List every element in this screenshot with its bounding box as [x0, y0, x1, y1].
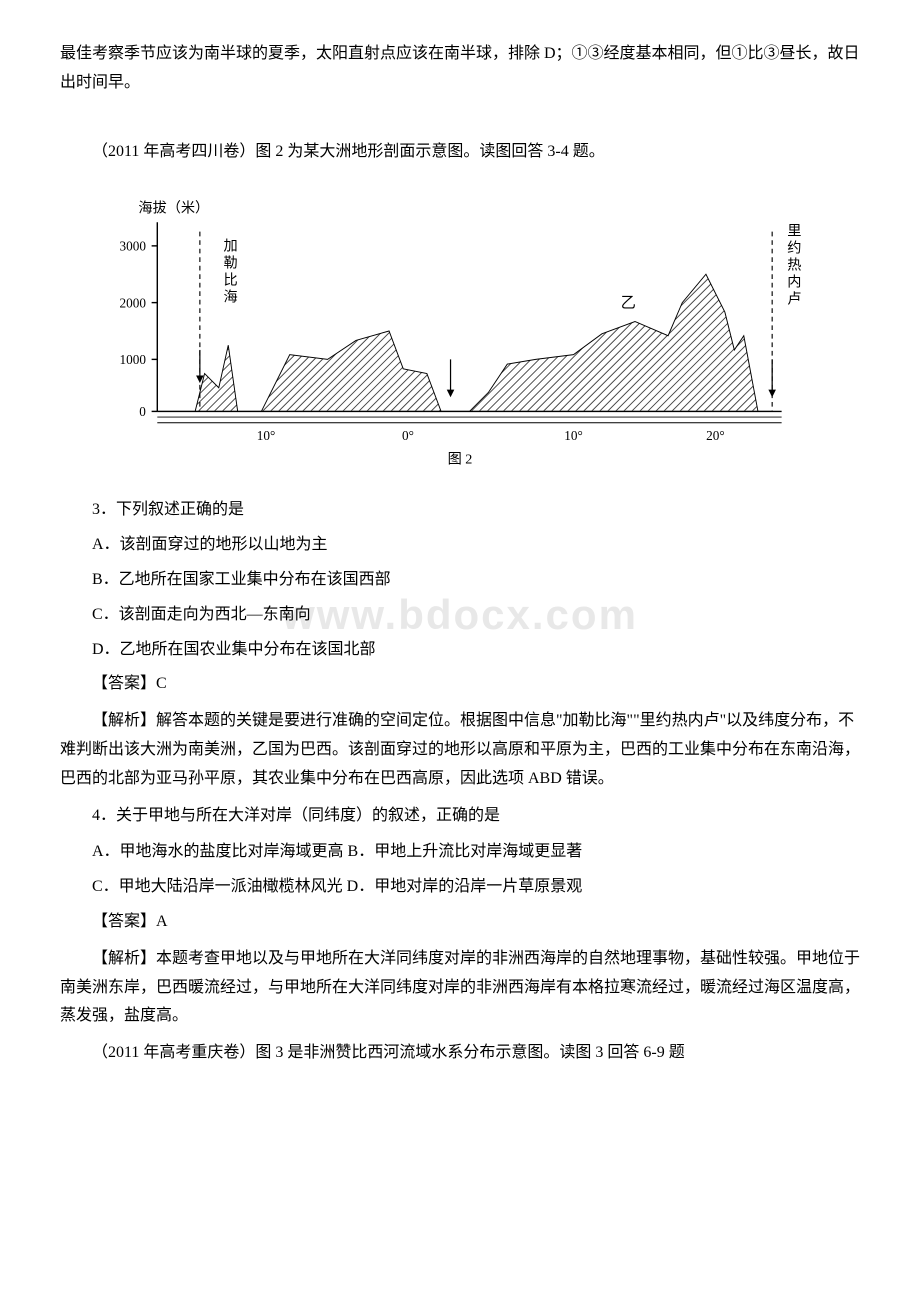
terrain-polygon: [157, 275, 772, 412]
terrain-profile-chart: 海拔（米） 0 1000 2000 3000 加 勒 比 海: [110, 186, 810, 481]
left-label-l3: 比: [224, 273, 238, 289]
figure-label: 图 2: [448, 452, 473, 468]
q3-option-c: C．该剖面走向为西北—东南向: [60, 601, 860, 630]
q3-stem: 3．下列叙述正确的是: [60, 496, 860, 525]
q69-stem: （2011 年高考重庆卷）图 3 是非洲赞比西河流域水系分布示意图。读图 3 回…: [60, 1039, 860, 1068]
q4-explanation: 【解析】本题考查甲地以及与甲地所在大洋同纬度对岸的非洲西海岸的自然地理事物，基础…: [60, 945, 860, 1031]
ytick-0: 0: [139, 405, 146, 420]
terrain-chart-svg: 海拔（米） 0 1000 2000 3000 加 勒 比 海: [110, 186, 810, 476]
arrow-1: [196, 350, 204, 383]
right-label-l2: 约: [787, 241, 801, 257]
q3-answer: 【答案】C: [60, 670, 860, 699]
q4-answer: 【答案】A: [60, 908, 860, 937]
ytick-2000: 2000: [119, 296, 146, 311]
left-label-l1: 加: [224, 239, 238, 255]
right-label-l5: 卢: [787, 292, 801, 308]
intro-paragraph: 最佳考察季节应该为南半球的夏季，太阳直射点应该在南半球，排除 D；①③经度基本相…: [60, 40, 860, 98]
arrow-3: [768, 360, 776, 398]
q4-option-ab: A．甲地海水的盐度比对岸海域更高 B．甲地上升流比对岸海域更显著: [60, 838, 860, 867]
right-label-l1: 里: [787, 224, 801, 240]
q3-option-a: A．该剖面穿过的地形以山地为主: [60, 531, 860, 560]
q3-option-d: D．乙地所在国农业集中分布在该国北部: [60, 636, 860, 665]
left-label-l2: 勒: [224, 256, 238, 272]
xtick-20: 20°: [706, 428, 725, 443]
marker-yi: 乙: [621, 296, 636, 312]
q4-option-cd: C．甲地大陆沿岸一派油橄榄林风光 D．甲地对岸的沿岸一片草原景观: [60, 873, 860, 902]
q4-stem: 4．关于甲地与所在大洋对岸（同纬度）的叙述，正确的是: [60, 802, 860, 831]
ytick-1000: 1000: [119, 352, 146, 367]
q34-stem: （2011 年高考四川卷）图 2 为某大洲地形剖面示意图。读图回答 3-4 题。: [60, 138, 860, 167]
arrow-2: [447, 360, 455, 398]
y-axis-title: 海拔（米）: [138, 201, 209, 217]
q3-option-b: B．乙地所在国家工业集中分布在该国西部: [60, 566, 860, 595]
right-label-l4: 内: [787, 275, 801, 291]
right-label-l3: 热: [787, 258, 801, 274]
xtick-10b: 10°: [564, 428, 583, 443]
xtick-10a: 10°: [257, 428, 276, 443]
ytick-3000: 3000: [119, 239, 146, 254]
q3-explanation: 【解析】解答本题的关键是要进行准确的空间定位。根据图中信息"加勒比海""里约热内…: [60, 707, 860, 793]
xtick-0: 0°: [402, 428, 414, 443]
left-label-l4: 海: [224, 290, 238, 306]
